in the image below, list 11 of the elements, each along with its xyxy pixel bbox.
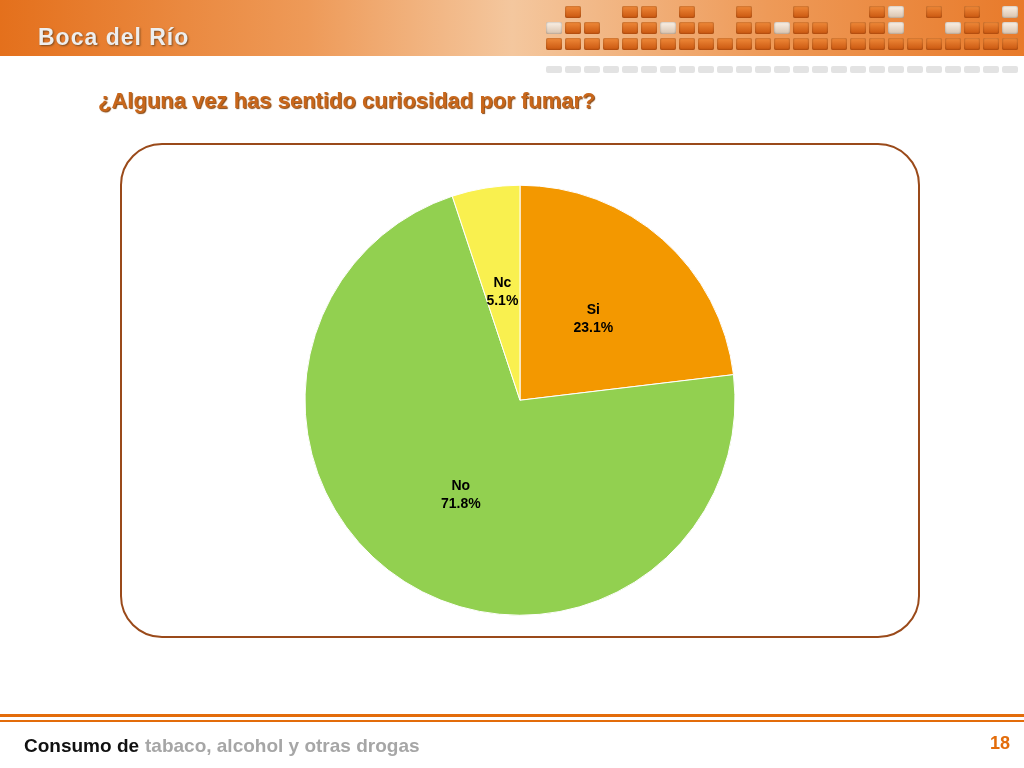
data-label: 23.1% bbox=[573, 318, 614, 335]
text: tabaco, alcohol y otras drogas bbox=[145, 735, 420, 757]
slice-label: Si bbox=[586, 300, 600, 317]
slice-label: No bbox=[451, 476, 471, 493]
chart-title: ¿Alguna vez has sentido curiosidad por fumar? bbox=[98, 88, 596, 114]
text: Boca del Río bbox=[38, 24, 190, 51]
slice-label: Nc bbox=[493, 274, 512, 291]
text: 18 bbox=[990, 733, 1011, 754]
text: Consumo de bbox=[24, 735, 140, 757]
data-label: 5.1% bbox=[486, 292, 519, 309]
data-label: 71.8% bbox=[440, 494, 482, 511]
